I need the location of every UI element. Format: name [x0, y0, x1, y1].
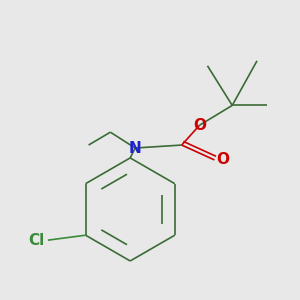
- Text: O: O: [216, 152, 229, 167]
- Text: O: O: [193, 118, 206, 133]
- Text: Cl: Cl: [28, 233, 44, 248]
- Text: N: N: [129, 140, 142, 155]
